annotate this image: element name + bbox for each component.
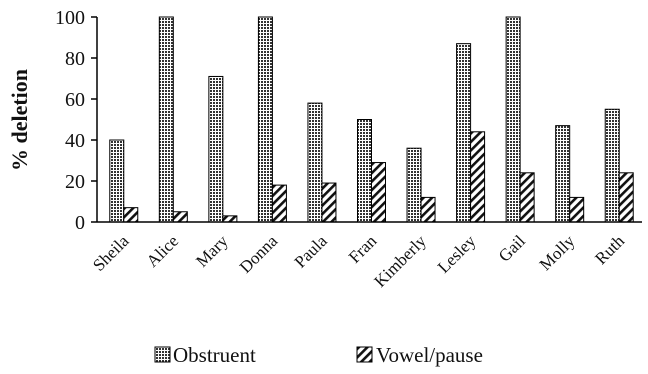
x-category-label: Alice [143,231,182,270]
x-category-label: Ruth [591,231,628,268]
bar-obstruent-sheila [109,139,125,223]
bar-vowel-pause-paula [321,182,337,223]
bar-obstruent-lesley [456,43,472,223]
legend-label-obstruent: Obstruent [173,343,256,367]
bar-vowel-pause-mary [222,215,238,223]
bar-obstruent-donna [257,16,273,223]
y-axis-title: % deletion [7,69,32,171]
y-tick-label: 0 [75,212,85,234]
bar-vowel-pause-molly [569,196,585,223]
legend-swatch-obstruent [154,346,171,363]
x-category-label: Kimberly [370,231,430,291]
bar-vowel-pause-lesley [470,131,486,223]
y-tick-label: 100 [55,7,85,29]
x-category-label: Gail [495,231,529,265]
x-category-label: Paula [291,231,331,271]
legend-label-vowel-pause: Vowel/pause [376,343,483,367]
legend: Obstruent Vowel/pause [154,343,483,367]
bar-vowel-pause-kimberly [420,196,436,223]
bar-vowel-pause-gail [519,172,535,223]
bar-obstruent-molly [555,125,571,223]
x-category-label: Mary [192,231,232,271]
x-category-label: Donna [236,231,282,277]
bar-obstruent-mary [208,75,224,223]
bar-vowel-pause-fran [371,162,386,223]
x-category-label: Lesley [434,231,480,277]
x-category-label: Sheila [89,231,133,275]
bar-vowel-pause-sheila [123,207,139,223]
bar-obstruent-kimberly [406,147,422,223]
bar-obstruent-ruth [604,108,620,223]
x-category-label: Fran [345,231,381,267]
bar-obstruent-gail [505,16,521,223]
y-tick-label: 80 [65,48,85,70]
y-tick-label: 40 [65,130,85,152]
bar-obstruent-alice [158,16,174,223]
legend-swatch-vowel-pause [356,346,373,363]
y-tick-label: 20 [65,171,85,193]
bar-obstruent-paula [307,102,323,223]
bar-obstruent-fran [357,119,372,223]
bar-vowel-pause-donna [271,184,287,223]
y-tick-label: 60 [65,89,85,111]
bar-vowel-pause-ruth [618,172,634,223]
x-category-label: Molly [536,231,579,274]
bar-vowel-pause-alice [172,211,188,223]
